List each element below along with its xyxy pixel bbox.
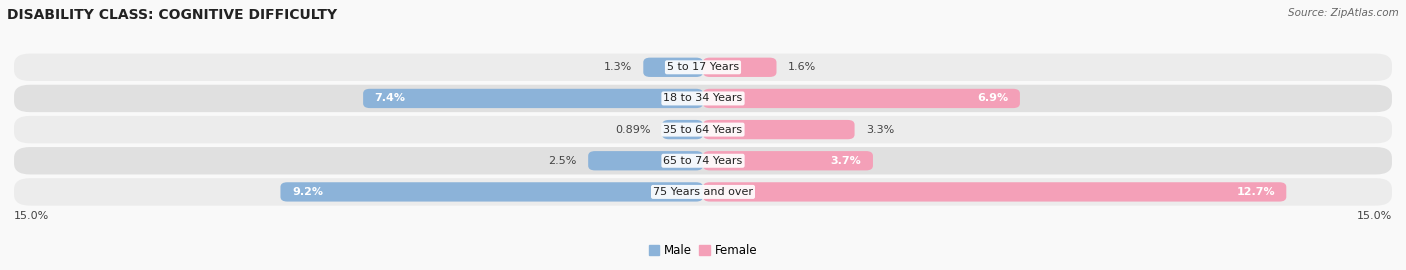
Text: 65 to 74 Years: 65 to 74 Years: [664, 156, 742, 166]
Text: 18 to 34 Years: 18 to 34 Years: [664, 93, 742, 103]
Text: 35 to 64 Years: 35 to 64 Years: [664, 124, 742, 135]
Text: 0.89%: 0.89%: [616, 124, 651, 135]
FancyBboxPatch shape: [703, 58, 776, 77]
Text: 9.2%: 9.2%: [292, 187, 323, 197]
Text: 5 to 17 Years: 5 to 17 Years: [666, 62, 740, 72]
FancyBboxPatch shape: [14, 178, 1392, 206]
Text: DISABILITY CLASS: COGNITIVE DIFFICULTY: DISABILITY CLASS: COGNITIVE DIFFICULTY: [7, 8, 337, 22]
Text: Source: ZipAtlas.com: Source: ZipAtlas.com: [1288, 8, 1399, 18]
Legend: Male, Female: Male, Female: [644, 239, 762, 261]
Text: 2.5%: 2.5%: [548, 156, 576, 166]
Text: 3.3%: 3.3%: [866, 124, 894, 135]
FancyBboxPatch shape: [703, 120, 855, 139]
FancyBboxPatch shape: [703, 151, 873, 170]
Text: 3.7%: 3.7%: [831, 156, 862, 166]
FancyBboxPatch shape: [14, 116, 1392, 143]
FancyBboxPatch shape: [644, 58, 703, 77]
Text: 12.7%: 12.7%: [1236, 187, 1275, 197]
Text: 75 Years and over: 75 Years and over: [652, 187, 754, 197]
FancyBboxPatch shape: [703, 182, 1286, 202]
FancyBboxPatch shape: [14, 147, 1392, 174]
FancyBboxPatch shape: [588, 151, 703, 170]
Text: 1.6%: 1.6%: [787, 62, 817, 72]
Text: 15.0%: 15.0%: [14, 211, 49, 221]
FancyBboxPatch shape: [363, 89, 703, 108]
Text: 15.0%: 15.0%: [1357, 211, 1392, 221]
FancyBboxPatch shape: [703, 89, 1019, 108]
Text: 1.3%: 1.3%: [603, 62, 631, 72]
FancyBboxPatch shape: [14, 85, 1392, 112]
FancyBboxPatch shape: [14, 53, 1392, 81]
Text: 6.9%: 6.9%: [977, 93, 1008, 103]
Text: 7.4%: 7.4%: [374, 93, 405, 103]
FancyBboxPatch shape: [662, 120, 703, 139]
FancyBboxPatch shape: [280, 182, 703, 202]
